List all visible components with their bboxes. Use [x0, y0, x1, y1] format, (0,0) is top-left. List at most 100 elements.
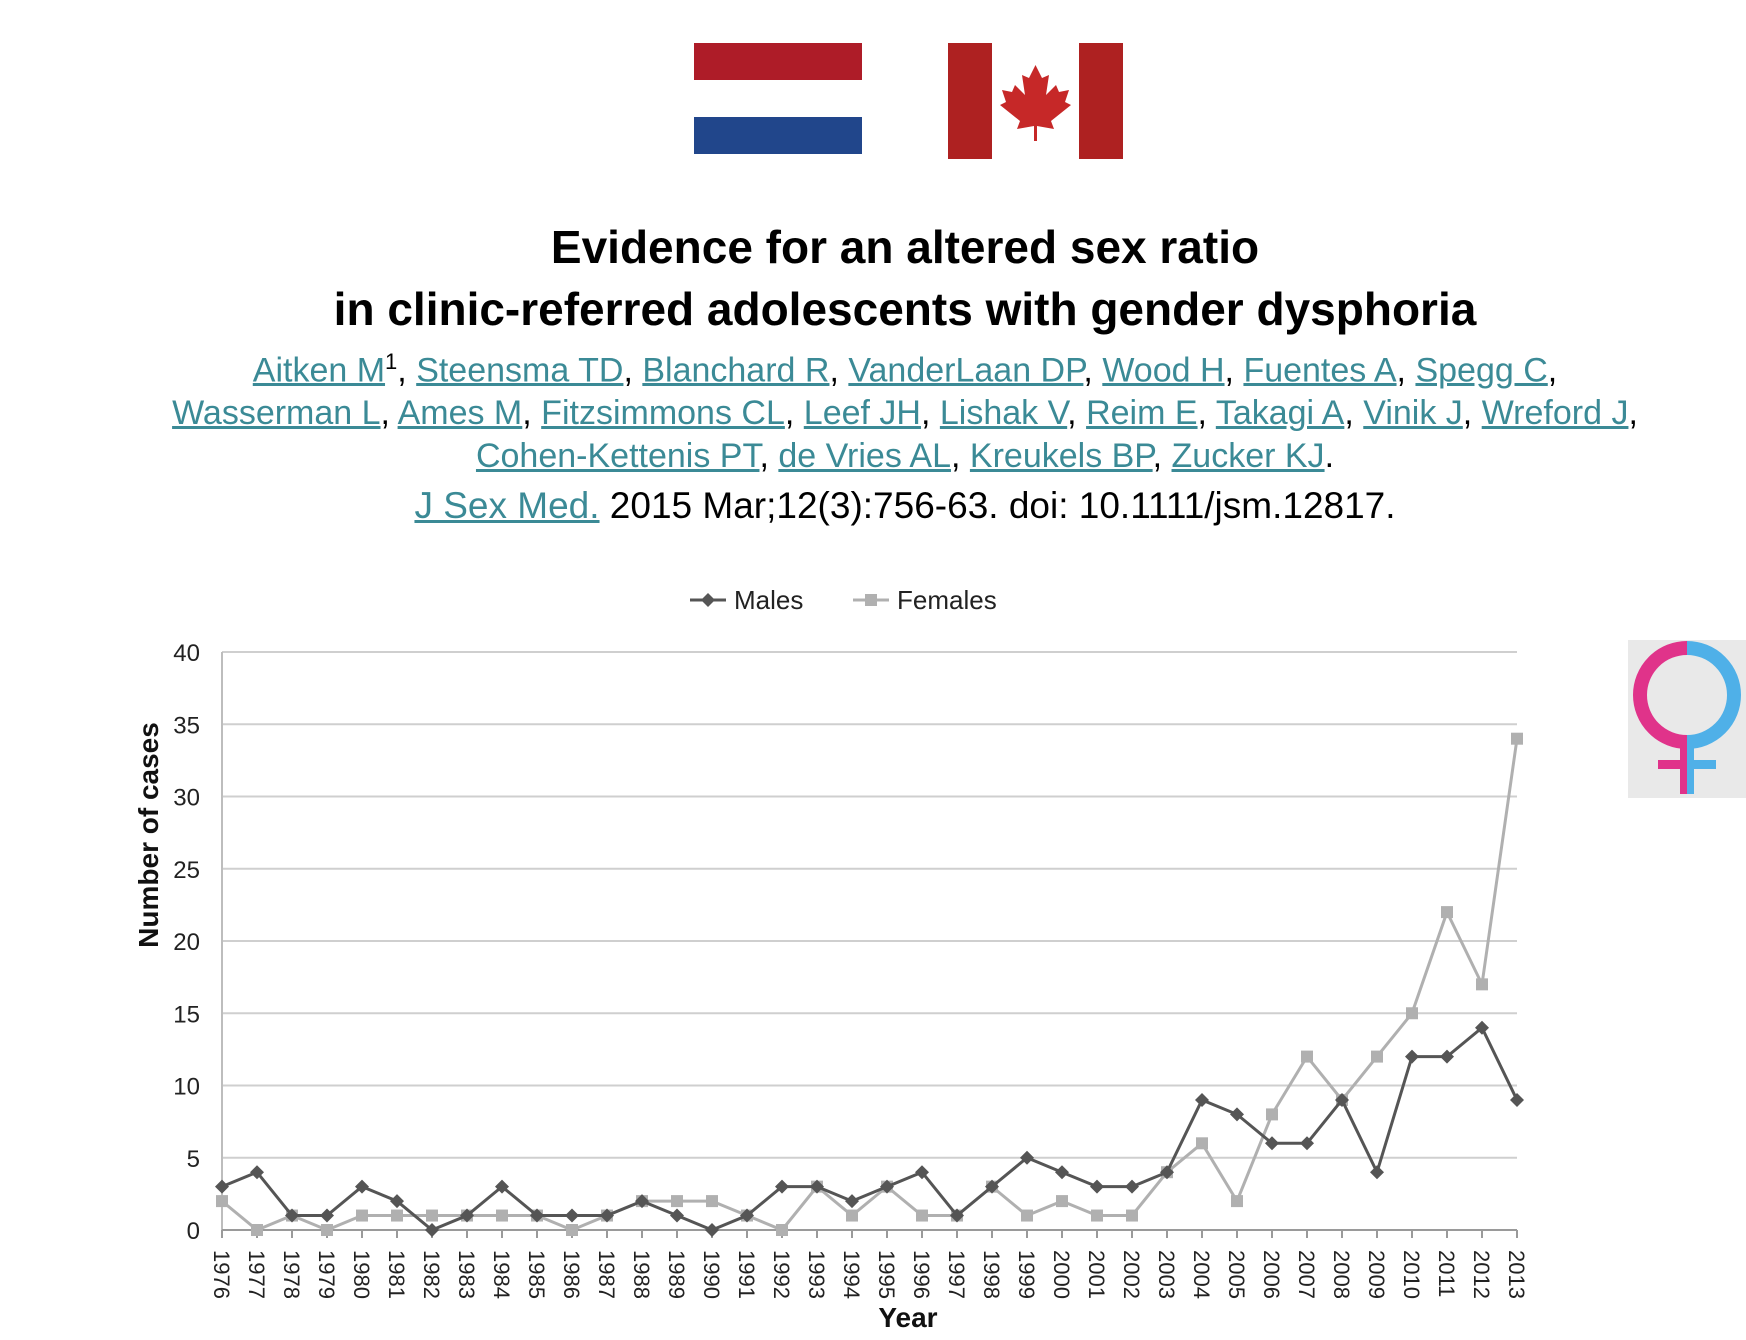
author-link[interactable]: Aitken M [252, 351, 386, 390]
series-line [221, 738, 1519, 1232]
author-link[interactable]: de Vries AL [778, 437, 951, 476]
data-point [706, 1195, 718, 1208]
data-point [355, 1179, 369, 1194]
data-point [810, 1179, 824, 1194]
author-link[interactable]: Zucker KJ [1171, 437, 1325, 476]
data-point [1406, 1007, 1418, 1020]
author-link[interactable]: Reim E [1086, 394, 1198, 433]
data-point [1126, 1209, 1138, 1222]
title-line-1: Evidence for an altered sex ratio [550, 221, 1260, 273]
chart-grid [221, 651, 1517, 1231]
journal-link[interactable]: J Sex Med. [414, 485, 600, 526]
author-link[interactable]: Vinik J [1363, 394, 1463, 433]
data-point [776, 1224, 788, 1236]
author-separator: . [1324, 437, 1335, 476]
data-point [985, 1179, 999, 1194]
author-link[interactable]: VanderLaan DP [848, 351, 1084, 390]
x-tick-label: 2000 [1049, 1250, 1074, 1299]
citation-details: 2015 Mar;12(3):756-63. doi: 10.1111/jsm.… [599, 485, 1396, 526]
author-link[interactable]: Kreukels BP [969, 437, 1153, 476]
y-axis-ticks: 0 5 10 15 20 25 30 35 40 [173, 640, 200, 1245]
y-tick-label: 0 [187, 1218, 200, 1245]
x-tick-label: 1991 [734, 1250, 759, 1299]
x-tick-label: 1981 [384, 1250, 409, 1299]
author-link[interactable]: Ames M [397, 394, 523, 433]
legend-marker [701, 593, 715, 607]
series-females [216, 732, 1523, 1236]
data-point [1266, 1108, 1278, 1121]
author-link[interactable]: Cohen-Kettenis PT [475, 437, 760, 476]
y-tick-label: 20 [173, 929, 200, 956]
data-point [1301, 1050, 1313, 1063]
author-link[interactable]: Wasserman L [172, 394, 381, 433]
data-point [845, 1194, 859, 1209]
author-link[interactable]: Takagi A [1215, 394, 1345, 433]
legend-label: Males [734, 585, 803, 615]
data-point [1440, 1049, 1454, 1064]
author-list: Aitken M1, Steensma TD, Blanchard R, Van… [100, 340, 1710, 478]
data-point [1441, 906, 1453, 919]
x-axis-label: Year [878, 1302, 937, 1333]
author-link[interactable]: Wood H [1102, 351, 1225, 390]
x-tick-label: 1998 [979, 1250, 1004, 1299]
data-point [1091, 1209, 1103, 1222]
author-line-3: Cohen-Kettenis PT, de Vries AL, Kreukels… [100, 435, 1710, 478]
x-tick-label: 1985 [524, 1250, 549, 1299]
x-tick-label: 2007 [1294, 1250, 1319, 1299]
author-separator: , [623, 351, 643, 390]
data-point [635, 1194, 649, 1209]
data-point [1056, 1195, 1068, 1208]
data-point [1476, 978, 1488, 991]
y-tick-label: 10 [173, 1074, 200, 1101]
x-tick-label: 1988 [629, 1250, 654, 1299]
data-point [321, 1224, 333, 1236]
data-point [251, 1224, 263, 1236]
author-link[interactable]: Lishak V [939, 394, 1068, 433]
author-separator: , [1197, 394, 1216, 433]
data-point [600, 1208, 614, 1223]
x-tick-label: 1990 [699, 1250, 724, 1299]
author-link[interactable]: Fitzsimmons CL [541, 394, 785, 433]
author-link[interactable]: Leef JH [803, 394, 921, 433]
data-point [425, 1223, 439, 1237]
data-point [1195, 1092, 1209, 1107]
data-point [775, 1179, 789, 1194]
author-separator: , [1224, 351, 1244, 390]
x-tick-label: 1980 [349, 1250, 374, 1299]
author-link[interactable]: Wreford J [1481, 394, 1629, 433]
data-point [705, 1223, 719, 1237]
data-point [1300, 1136, 1314, 1151]
data-point [915, 1165, 929, 1180]
y-tick-label: 15 [173, 1001, 200, 1028]
x-tick-label: 1978 [279, 1250, 304, 1299]
data-point [1055, 1165, 1069, 1180]
author-line-2: Wasserman L, Ames M, Fitzsimmons CL, Lee… [100, 392, 1710, 435]
x-tick-label: 1977 [244, 1250, 269, 1299]
x-tick-label: 1989 [664, 1250, 689, 1299]
x-tick-label: 1983 [454, 1250, 479, 1299]
legend-label: Females [897, 585, 997, 615]
author-separator: , [1462, 394, 1482, 433]
x-tick-label: 1997 [944, 1250, 969, 1299]
author-link[interactable]: Spegg C [1415, 351, 1548, 390]
data-point [1265, 1136, 1279, 1151]
x-tick-label: 2008 [1329, 1250, 1354, 1299]
author-link[interactable]: Fuentes A [1243, 351, 1397, 390]
citation: J Sex Med. 2015 Mar;12(3):756-63. doi: 1… [0, 484, 1746, 528]
author-separator: , [759, 437, 779, 476]
data-point [216, 1195, 228, 1208]
author-link[interactable]: Blanchard R [642, 351, 830, 390]
y-tick-label: 5 [187, 1146, 200, 1173]
canada-flag-icon [948, 43, 1123, 159]
data-point [671, 1195, 683, 1208]
x-tick-label: 2013 [1504, 1250, 1529, 1299]
author-link[interactable]: Steensma TD [416, 351, 624, 390]
data-point [1405, 1049, 1419, 1064]
netherlands-flag-icon [694, 43, 862, 154]
x-tick-label: 1999 [1014, 1250, 1039, 1299]
data-point [1510, 1092, 1524, 1107]
y-tick-label: 40 [173, 640, 200, 667]
data-point [495, 1179, 509, 1194]
author-separator: , [951, 437, 970, 476]
